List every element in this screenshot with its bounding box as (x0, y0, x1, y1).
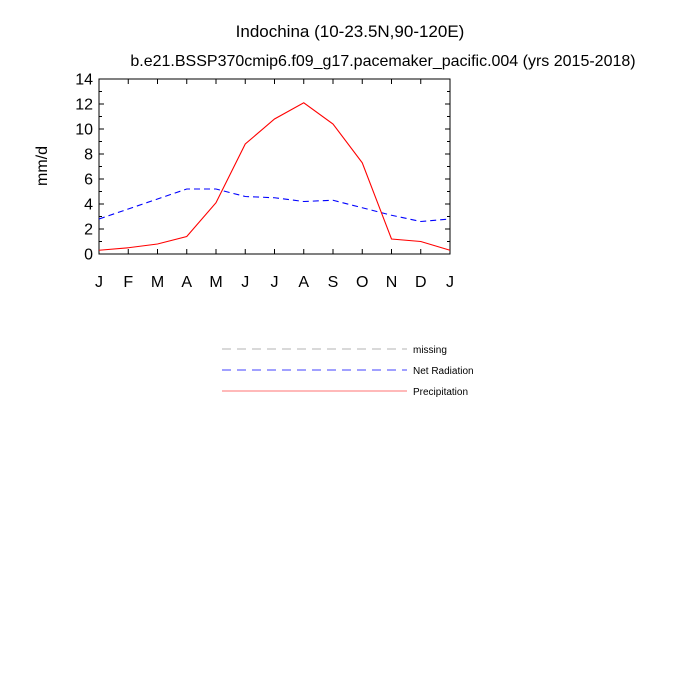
y-tick-label: 12 (75, 97, 93, 114)
x-tick-label: D (415, 274, 427, 291)
x-tick-label: M (209, 274, 222, 291)
y-tick-label: 6 (84, 172, 93, 189)
series-line-precipitation (98, 102, 451, 251)
x-tick-label: A (298, 274, 309, 291)
x-tick-label: M (151, 274, 164, 291)
chart-subtitle: b.e21.BSSP370cmip6.f09_g17.pacemaker_pac… (130, 53, 635, 70)
legend-label: Net Radiation (413, 366, 474, 377)
x-tick-label: O (356, 274, 368, 291)
y-tick-label: 8 (84, 147, 93, 164)
y-tick-label: 2 (84, 222, 93, 239)
x-tick-label: J (271, 274, 279, 291)
y-tick-label: 10 (75, 122, 93, 139)
x-tick-label: J (446, 274, 454, 291)
x-tick-label: N (386, 274, 398, 291)
x-tick-label: A (181, 274, 192, 291)
x-tick-label: J (241, 274, 249, 291)
x-tick-label: S (328, 274, 339, 291)
y-tick-label: 4 (84, 197, 93, 214)
y-tick-label: 0 (84, 247, 93, 264)
y-tick-label: 14 (75, 72, 93, 89)
x-tick-label: F (123, 274, 133, 291)
legend: missing Net Radiation Precipitation (222, 345, 474, 398)
x-tick-label: J (95, 274, 103, 291)
y-axis-label: mm/d (34, 146, 51, 186)
legend-label: Precipitation (413, 387, 468, 398)
chart-title: Indochina (10-23.5N,90-120E) (236, 22, 465, 41)
legend-label: missing (413, 345, 447, 356)
series-line-net-radiation (98, 188, 451, 223)
plot-frame (98, 78, 451, 255)
